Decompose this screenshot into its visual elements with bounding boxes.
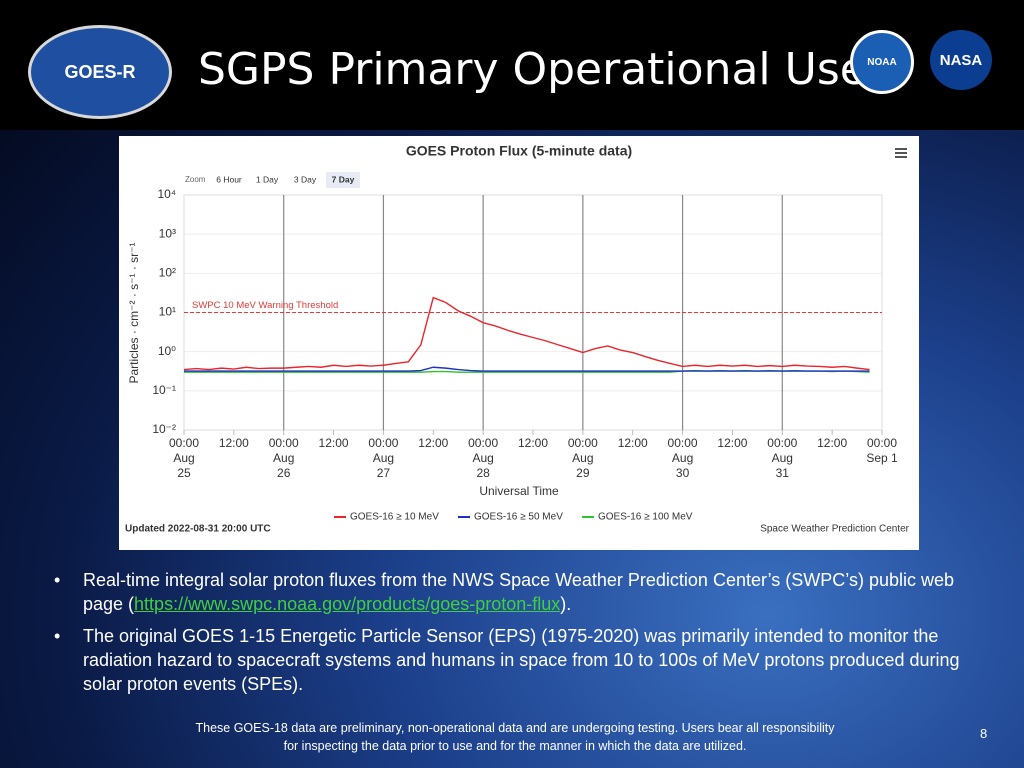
x-tick-label: Aug [373, 451, 394, 465]
y-tick-label: 10⁻¹ [152, 383, 176, 397]
y-tick-label: 10⁰ [158, 344, 176, 358]
x-tick-label: 26 [277, 466, 291, 480]
zoom-button-bg [326, 172, 360, 188]
link[interactable]: https://www.swpc.noaa.gov/products/goes-… [134, 594, 561, 614]
menu-icon[interactable] [895, 148, 907, 158]
legend-entry[interactable]: GOES-16 ≥ 100 MeV [598, 512, 693, 523]
credit: Space Weather Prediction Center [760, 524, 909, 535]
x-tick-label: 28 [476, 466, 490, 480]
x-tick-label: 00:00 [767, 436, 797, 450]
x-tick-label: 00:00 [568, 436, 598, 450]
x-tick-label: Sep 1 [866, 451, 898, 465]
x-tick-label: 25 [177, 466, 191, 480]
footer-note: These GOES-18 data are preliminary, non-… [195, 721, 835, 753]
x-tick-label: 00:00 [368, 436, 398, 450]
y-tick-label: 10⁴ [157, 187, 176, 201]
x-tick-label: 29 [576, 466, 590, 480]
x-tick-label: 31 [776, 466, 790, 480]
x-tick-label: 12:00 [817, 436, 847, 450]
x-tick-label: 12:00 [518, 436, 548, 450]
chart-title: GOES Proton Flux (5-minute data) [406, 143, 632, 159]
x-tick-label: 27 [377, 466, 391, 480]
zoom-button[interactable]: 6 Hour [216, 174, 242, 184]
zoom-label: Zoom [185, 175, 206, 184]
y-tick-label: 10¹ [159, 305, 176, 319]
bullet: Real-time integral solar proton fluxes f… [50, 568, 970, 616]
x-tick-label: 00:00 [867, 436, 897, 450]
x-tick-label: 00:00 [169, 436, 199, 450]
bullet: The original GOES 1-15 Energetic Particl… [50, 624, 970, 696]
x-tick-label: 12:00 [219, 436, 249, 450]
bullet-text: Real-time integral solar proton fluxes f… [83, 570, 955, 614]
threshold-label: SWPC 10 MeV Warning Threshold [192, 300, 338, 311]
x-tick-label: Aug [672, 451, 693, 465]
x-tick-label: 00:00 [668, 436, 698, 450]
x-tick-label: 12:00 [717, 436, 747, 450]
x-tick-label: 30 [676, 466, 690, 480]
x-tick-label: 00:00 [269, 436, 299, 450]
series-line [183, 296, 870, 371]
y-tick-label: 10⁻² [152, 422, 176, 436]
series-line [184, 366, 870, 372]
bullet-text: The original GOES 1-15 Energetic Particl… [83, 626, 960, 694]
bullet-text: ). [560, 594, 572, 614]
y-tick-label: 10³ [159, 226, 176, 240]
legend-entry[interactable]: GOES-16 ≥ 10 MeV [350, 512, 439, 523]
legend-entry[interactable]: GOES-16 ≥ 50 MeV [474, 512, 563, 523]
bullet-list: Real-time integral solar proton fluxes f… [50, 568, 970, 704]
chart: GOES Proton Flux (5-minute data) Univers… [125, 143, 910, 535]
x-tick-label: Aug [772, 451, 793, 465]
x-tick-label: Aug [273, 451, 294, 465]
zoom-button[interactable]: 7 Day [332, 174, 355, 184]
page-number: 8 [980, 726, 988, 741]
x-axis-label: Universal Time [479, 484, 559, 498]
y-axis-label: Particles · cm⁻² · s⁻¹ · sr⁻¹ [127, 243, 141, 384]
updated-note: Updated 2022-08-31 20:00 UTC [125, 524, 271, 535]
x-tick-label: 12:00 [319, 436, 349, 450]
noaa-logo: NOAA [850, 30, 914, 94]
x-tick-label: 00:00 [468, 436, 498, 450]
nasa-logo: NASA [930, 30, 992, 90]
zoom-button[interactable]: 3 Day [294, 174, 317, 184]
zoom-button[interactable]: 1 Day [256, 174, 279, 184]
x-tick-label: Aug [572, 451, 593, 465]
goes-logo: GOES-R [28, 25, 172, 119]
chart-panel: GOES Proton Flux (5-minute data) Univers… [119, 136, 919, 550]
slide-title: SGPS Primary Operational Use [198, 44, 867, 95]
x-tick-label: Aug [173, 451, 194, 465]
x-tick-label: 12:00 [618, 436, 648, 450]
x-tick-label: Aug [472, 451, 493, 465]
x-tick-label: 12:00 [418, 436, 448, 450]
y-tick-label: 10² [159, 266, 176, 280]
